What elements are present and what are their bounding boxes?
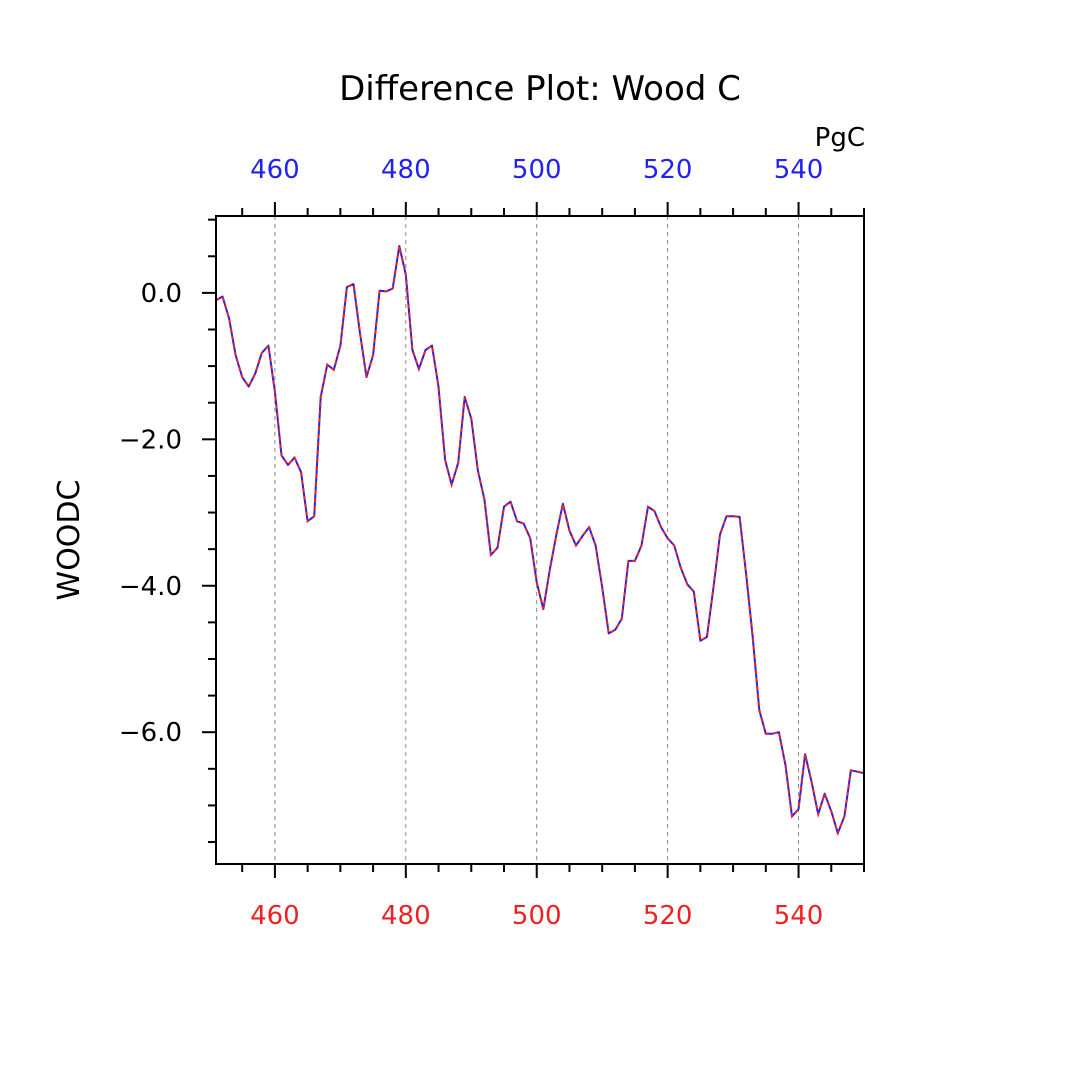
grid-lines — [274, 216, 800, 864]
x-tick-label-bottom: 460 — [250, 901, 300, 931]
series-lines — [215, 245, 865, 837]
x-tick-label-top: 460 — [250, 155, 300, 185]
y-axis-label: WOODC — [52, 480, 87, 601]
series-line-solid — [215, 245, 865, 835]
chart-title: Difference Plot: Wood C — [339, 69, 741, 109]
x-tick-label-top: 480 — [381, 155, 431, 185]
x-tick-label-top: 540 — [774, 155, 824, 185]
x-tick-label-bottom: 500 — [512, 901, 562, 931]
x-tick-label-bottom: 520 — [643, 901, 693, 931]
x-tick-label-bottom: 480 — [381, 901, 431, 931]
y-tick-label: 0.0 — [141, 279, 182, 309]
series-line-dashed — [215, 245, 865, 837]
x-tick-label-top: 500 — [512, 155, 562, 185]
x-tick-label-bottom: 540 — [774, 901, 824, 931]
axis-ticks — [202, 202, 865, 878]
units-label: PgC — [815, 123, 865, 153]
tick-labels: 460 460 480 480 500 500 520 520 540 540 0.0 −2.0 −4.… — [119, 155, 824, 931]
y-tick-label: −4.0 — [119, 572, 182, 602]
y-tick-label: −6.0 — [119, 718, 182, 748]
plot-frame — [215, 215, 865, 865]
y-tick-label: −2.0 — [119, 425, 182, 455]
x-tick-label-top: 520 — [643, 155, 693, 185]
